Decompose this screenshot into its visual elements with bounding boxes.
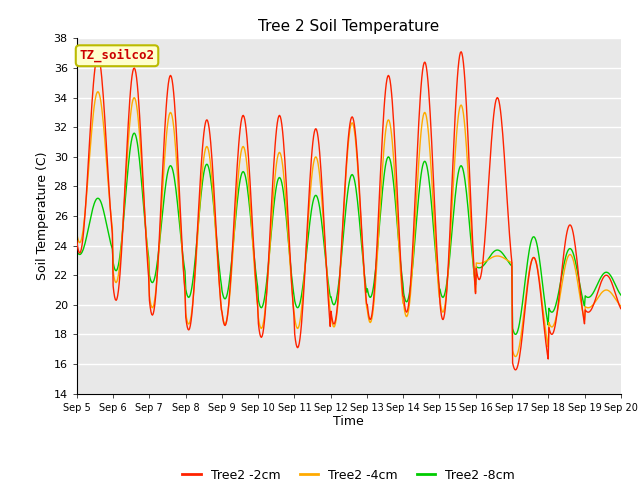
Tree2 -8cm bbox=[223, 290, 231, 296]
Tree2 -8cm bbox=[140, 201, 147, 206]
Tree2 -4cm bbox=[73, 230, 81, 236]
Tree2 -4cm bbox=[617, 303, 625, 309]
Tree2 -4cm bbox=[83, 192, 90, 197]
X-axis label: Time: Time bbox=[333, 415, 364, 429]
Tree2 -2cm bbox=[415, 120, 422, 125]
Tree2 -2cm bbox=[139, 168, 147, 174]
Tree2 -8cm bbox=[431, 248, 439, 254]
Tree2 -8cm bbox=[195, 218, 202, 224]
Tree2 -4cm bbox=[195, 219, 202, 225]
Tree2 -8cm bbox=[512, 332, 520, 337]
Tree2 -2cm bbox=[73, 238, 81, 244]
Title: Tree 2 Soil Temperature: Tree 2 Soil Temperature bbox=[258, 20, 440, 35]
Tree2 -2cm bbox=[431, 203, 438, 209]
Tree2 -8cm bbox=[617, 292, 625, 298]
Tree2 -4cm bbox=[431, 240, 439, 246]
Tree2 -2cm bbox=[512, 367, 520, 373]
Line: Tree2 -8cm: Tree2 -8cm bbox=[77, 133, 621, 335]
Line: Tree2 -4cm: Tree2 -4cm bbox=[77, 92, 621, 357]
Tree2 -8cm bbox=[83, 234, 90, 240]
Line: Tree2 -2cm: Tree2 -2cm bbox=[77, 52, 621, 370]
Tree2 -4cm bbox=[512, 354, 520, 360]
Text: TZ_soilco2: TZ_soilco2 bbox=[79, 49, 154, 62]
Tree2 -2cm bbox=[223, 318, 230, 324]
Legend: Tree2 -2cm, Tree2 -4cm, Tree2 -8cm: Tree2 -2cm, Tree2 -4cm, Tree2 -8cm bbox=[177, 464, 520, 480]
Y-axis label: Soil Temperature (C): Soil Temperature (C) bbox=[36, 152, 49, 280]
Tree2 -2cm bbox=[83, 188, 90, 193]
Tree2 -8cm bbox=[131, 130, 138, 136]
Tree2 -2cm bbox=[194, 220, 202, 226]
Tree2 -4cm bbox=[416, 148, 424, 154]
Tree2 -2cm bbox=[617, 306, 625, 312]
Tree2 -4cm bbox=[223, 313, 231, 319]
Tree2 -2cm bbox=[458, 49, 465, 55]
Tree2 -8cm bbox=[73, 248, 81, 254]
Tree2 -8cm bbox=[416, 185, 424, 191]
Tree2 -4cm bbox=[140, 189, 147, 195]
Tree2 -4cm bbox=[94, 89, 102, 95]
